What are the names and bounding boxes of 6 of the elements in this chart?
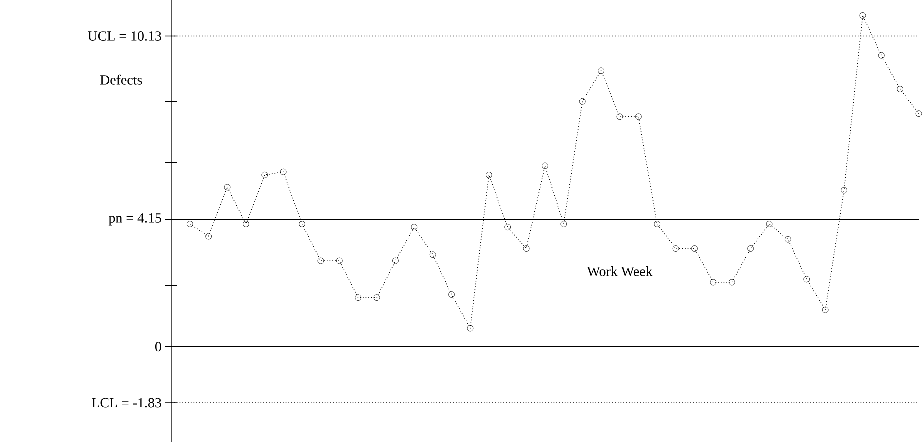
y-tick-label: 0 (155, 342, 162, 352)
y-tick-label: UCL = 10.13 (88, 31, 162, 41)
y-tick-label: pn = 4.15 (108, 213, 162, 226)
x-axis-title: Work Week (587, 266, 653, 276)
y-tick-label: LCL = -1.83 (92, 398, 162, 408)
y-axis-title: Defects (100, 74, 142, 85)
